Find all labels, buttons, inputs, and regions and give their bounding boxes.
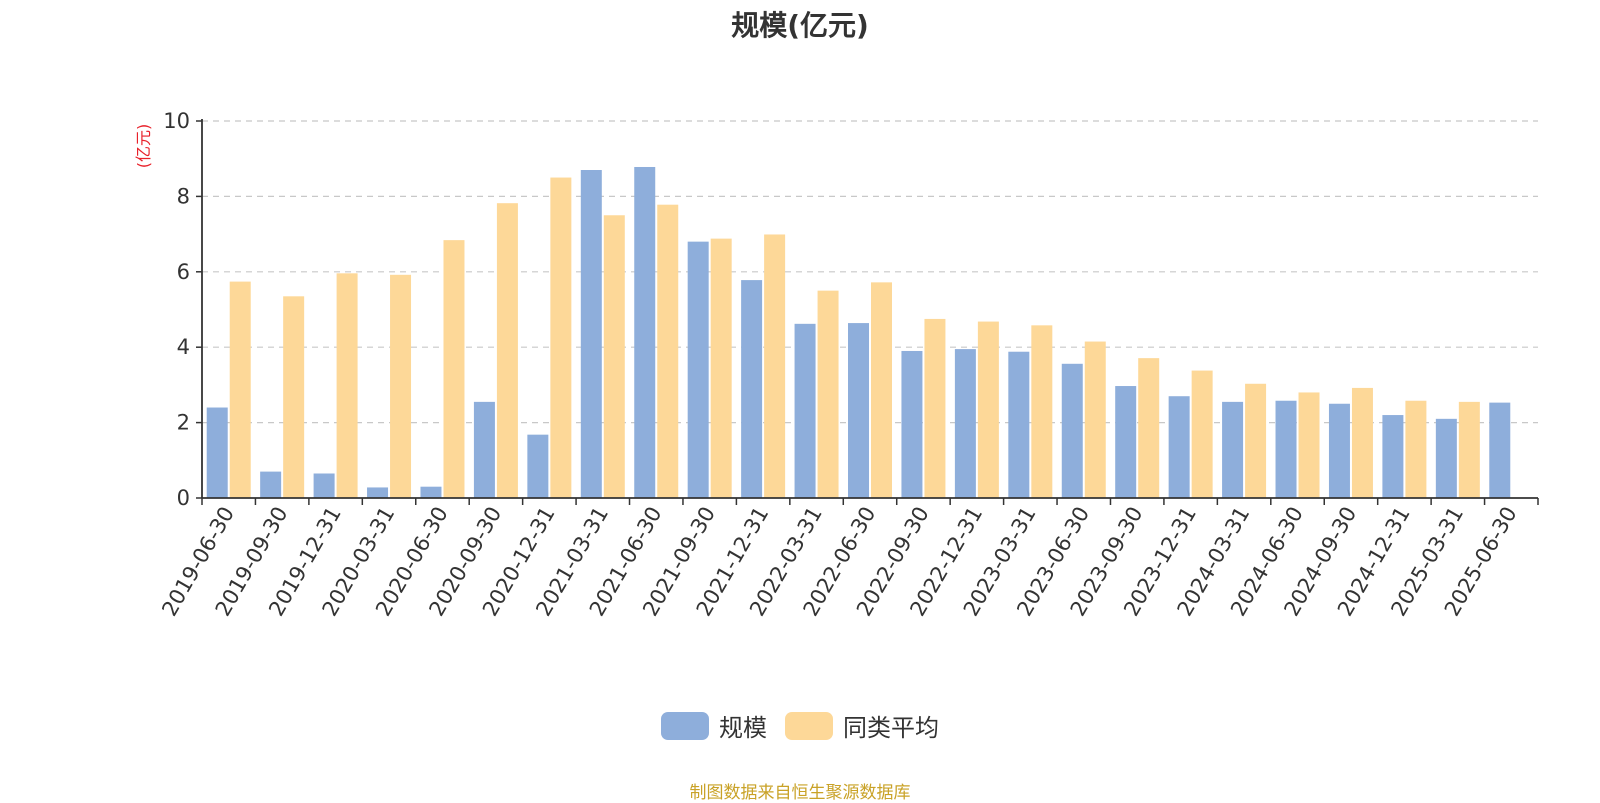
bar-scale[interactable] [367, 487, 389, 498]
bar-category-average[interactable] [283, 296, 305, 498]
bar-category-average[interactable] [1084, 341, 1106, 498]
bar-scale[interactable] [901, 350, 923, 498]
bar-category-average[interactable] [1245, 383, 1267, 498]
bar-category-average[interactable] [390, 274, 412, 498]
bar-category-average[interactable] [229, 281, 251, 498]
bar-scale[interactable] [1061, 363, 1083, 498]
data-source-note: 制图数据来自恒生聚源数据库 [689, 783, 911, 803]
y-tick-label: 8 [177, 184, 190, 208]
bar-scale[interactable] [741, 280, 763, 498]
y-tick-label: 0 [177, 486, 190, 510]
legend-label-category-average: 同类平均 [843, 714, 939, 742]
bar-scale[interactable] [848, 323, 869, 498]
bar-category-average[interactable] [871, 282, 892, 498]
bar-scale[interactable] [1382, 415, 1404, 498]
bar-scale[interactable] [1435, 418, 1457, 498]
bar-category-average[interactable] [710, 238, 732, 498]
legend-swatch-category-average [785, 711, 833, 740]
y-tick-label: 10 [163, 109, 190, 133]
bar-scale[interactable] [420, 486, 442, 498]
bar-scale[interactable] [206, 407, 228, 498]
bar-scale[interactable] [527, 434, 549, 498]
bar-scale[interactable] [580, 170, 602, 498]
bar-category-average[interactable] [1298, 392, 1320, 498]
legend-item-category-average[interactable]: 同类平均 [785, 708, 939, 743]
bar-scale[interactable] [954, 349, 976, 498]
bar-category-average[interactable] [1351, 387, 1373, 498]
bar-scale[interactable] [260, 471, 282, 498]
y-axis-label: (亿元) [134, 124, 153, 169]
bar-scale[interactable] [313, 473, 335, 498]
legend-swatch-scale [661, 711, 709, 740]
y-tick-label: 2 [177, 411, 190, 435]
bar-scale[interactable] [1168, 396, 1190, 498]
bar-scale[interactable] [794, 323, 816, 498]
bar-category-average[interactable] [1138, 358, 1160, 498]
chart-title: 规模(亿元) [731, 9, 869, 42]
y-tick-label: 6 [177, 260, 190, 284]
bar-category-average[interactable] [977, 321, 999, 498]
bar-category-average[interactable] [443, 240, 465, 498]
bar-category-average[interactable] [924, 318, 946, 498]
bars [206, 166, 1511, 499]
bar-scale[interactable] [687, 241, 709, 498]
bar-scale[interactable] [1008, 351, 1030, 498]
bar-category-average[interactable] [1405, 400, 1427, 498]
bar-scale[interactable] [473, 401, 495, 498]
bar-category-average[interactable] [764, 234, 786, 499]
bar-scale[interactable] [1275, 400, 1297, 498]
legend: 规模 同类平均 [0, 708, 1600, 743]
bar-category-average[interactable] [1031, 325, 1053, 498]
bar-scale[interactable] [1328, 403, 1350, 498]
bar-scale[interactable] [634, 166, 656, 498]
bar-scale[interactable] [1222, 401, 1244, 498]
bar-scale[interactable] [1115, 386, 1137, 498]
bar-category-average[interactable] [657, 204, 679, 498]
bar-category-average[interactable] [1191, 370, 1213, 498]
bar-category-average[interactable] [817, 290, 839, 498]
bar-category-average[interactable] [336, 273, 358, 498]
bar-scale[interactable] [1489, 402, 1511, 498]
legend-label-scale: 规模 [719, 714, 767, 742]
bar-category-average[interactable] [1458, 401, 1480, 498]
legend-item-scale[interactable]: 规模 [661, 708, 767, 743]
bar-category-average[interactable] [550, 177, 572, 499]
bar-category-average[interactable] [496, 203, 518, 498]
axes [196, 119, 1539, 505]
y-tick-label: 4 [177, 335, 190, 359]
bar-category-average[interactable] [603, 215, 625, 498]
